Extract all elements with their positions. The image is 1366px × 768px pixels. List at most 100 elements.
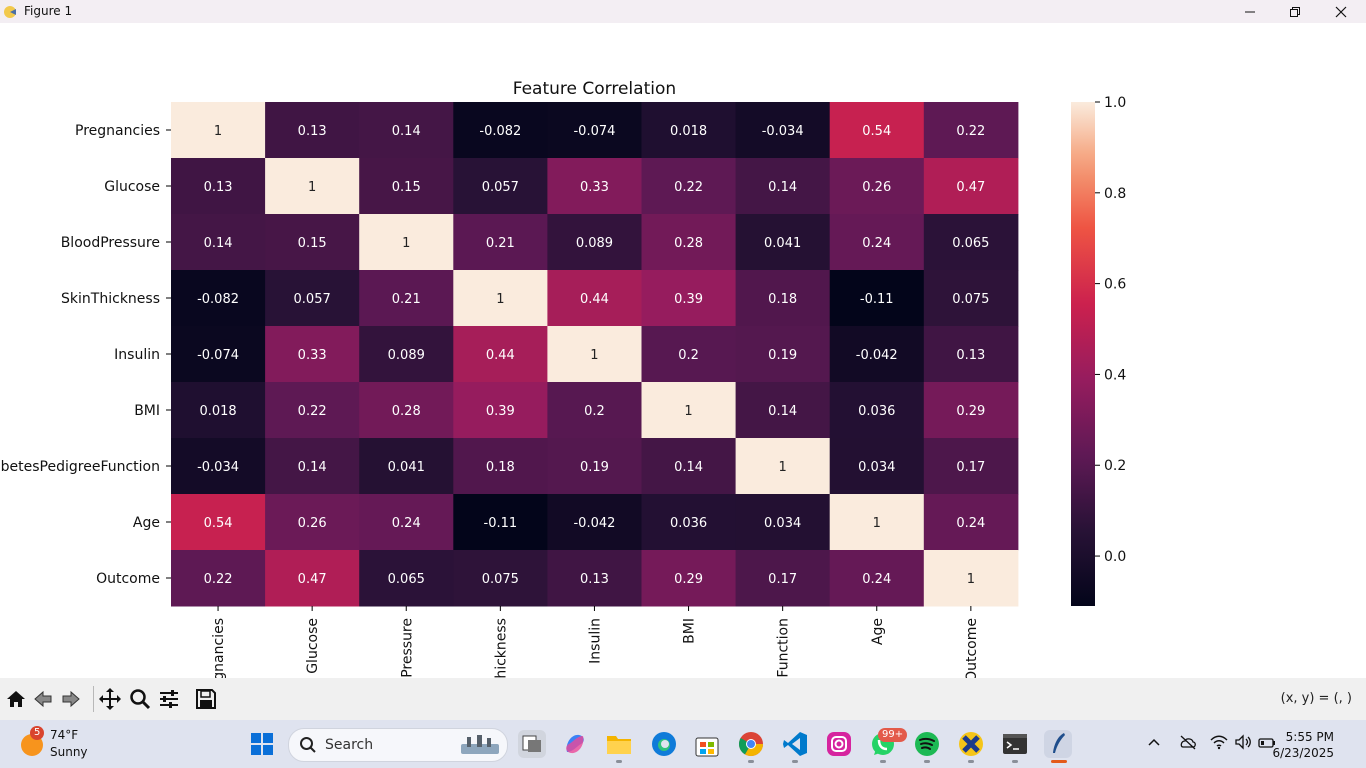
heatmap-cell: [547, 382, 642, 439]
heatmap-cell: [265, 270, 360, 327]
vscode-button[interactable]: [781, 730, 809, 758]
heatmap-cell: [641, 382, 737, 439]
heatmap-cell: [453, 326, 548, 383]
cell-value-label: -0.082: [479, 124, 521, 139]
clock-time: 5:55 PM: [1285, 730, 1334, 744]
copilot-icon: [566, 734, 584, 754]
configure-subplots-button[interactable]: [157, 687, 181, 711]
cell-value-label: -0.11: [484, 516, 518, 531]
heatmap-cell: [359, 214, 454, 271]
cell-value-label: 1: [402, 236, 410, 251]
heatmap-cell: [735, 214, 831, 271]
heatmap-cell: [171, 214, 266, 271]
edge-browser-icon: [652, 732, 676, 756]
heatmap-cell: [265, 382, 360, 439]
cell-value-label: 0.24: [956, 516, 985, 531]
heatmap-cell: [829, 158, 925, 215]
cell-value-label: -0.11: [860, 292, 894, 307]
x-tick-label: Glucose: [305, 618, 321, 674]
heatmap-cell: [171, 270, 266, 327]
xampp-button[interactable]: [957, 730, 985, 758]
restore-icon: [1290, 6, 1300, 17]
cell-value-label: 1: [214, 124, 222, 139]
battery-status[interactable]: [1258, 735, 1276, 754]
minimize-button[interactable]: [1227, 0, 1273, 23]
onedrive-status[interactable]: [1178, 734, 1198, 754]
heatmap-cell: [171, 382, 266, 439]
active-indicator: [1051, 760, 1067, 763]
wifi-icon: [1210, 735, 1228, 750]
heatmap-cell: [735, 270, 831, 327]
y-tick-label: Insulin: [114, 347, 160, 363]
running-indicator: [968, 760, 974, 763]
colorbar-tick-label: 0.8: [1104, 186, 1126, 202]
heatmap-cell: [547, 102, 642, 159]
cell-value-label: 0.54: [204, 516, 233, 531]
store-button[interactable]: [693, 730, 721, 758]
forward-button[interactable]: [59, 687, 83, 711]
cell-value-label: 0.089: [388, 348, 425, 363]
heatmap-cell: [359, 550, 454, 607]
cell-value-label: 0.13: [580, 572, 609, 587]
heatmap-cell: [359, 102, 454, 159]
cell-value-label: 1: [496, 292, 504, 307]
edge-button[interactable]: [650, 730, 678, 758]
heatmap-chart: Feature Correlation 1 0.13 0.14 -0.082 -0.074…: [0, 79, 1126, 678]
weather-temp: 74°F: [50, 728, 79, 742]
heatmap-cell: [923, 550, 1019, 607]
task-view-icon: [522, 735, 541, 752]
x-tick-label: BMI: [682, 618, 698, 644]
pan-button[interactable]: [98, 687, 122, 711]
zoom-button[interactable]: [128, 687, 152, 711]
colorbar-tick-label: 0.6: [1104, 277, 1126, 293]
show-hidden-icons-button[interactable]: [1146, 734, 1162, 754]
zoom-magnifier-icon: [130, 689, 151, 710]
chevron-up-icon: [1148, 738, 1160, 746]
close-button[interactable]: [1318, 0, 1364, 23]
save-figure-button[interactable]: [194, 687, 218, 711]
clock-date: 6/23/2025: [1272, 746, 1334, 760]
cell-value-label: 0.22: [298, 404, 327, 419]
cell-value-label: 0.26: [862, 180, 891, 195]
chrome-button[interactable]: [737, 730, 765, 758]
system-clock[interactable]: 5:55 PM 6/23/2025: [1272, 729, 1334, 761]
heatmap-cell: [641, 326, 737, 383]
chrome-browser-icon: [738, 732, 763, 757]
heatmap-cell: [641, 158, 737, 215]
heatmap-cell: [453, 550, 548, 607]
floppy-disk-icon: [196, 689, 216, 709]
search-placeholder: Search: [325, 737, 374, 753]
x-tick-label: Age: [870, 618, 886, 645]
spotify-button[interactable]: [913, 730, 941, 758]
maximize-button[interactable]: [1272, 0, 1318, 23]
colorbar-tick-label: 0.2: [1104, 458, 1126, 474]
file-explorer-button[interactable]: [605, 730, 633, 758]
cell-value-label: 0.54: [862, 124, 891, 139]
start-button[interactable]: [250, 732, 274, 756]
weather-widget[interactable]: 5 74°F Sunny: [18, 726, 118, 762]
cell-value-label: 0.22: [674, 180, 703, 195]
figure-canvas[interactable]: Feature Correlation 1 0.13 0.14 -0.082 -0.074…: [0, 23, 1366, 678]
heatmap-cell: [641, 550, 737, 607]
taskbar-search[interactable]: Search: [288, 728, 508, 762]
terminal-button[interactable]: [1001, 730, 1029, 758]
cell-value-label: -0.042: [573, 516, 615, 531]
home-button[interactable]: [4, 687, 28, 711]
y-tick-label: Glucose: [104, 179, 160, 195]
heatmap-cell: [829, 270, 925, 327]
back-button[interactable]: [31, 687, 55, 711]
python-figure-button[interactable]: [1044, 730, 1072, 758]
copilot-button[interactable]: [561, 730, 589, 758]
heatmap-cell: [923, 214, 1019, 271]
cell-value-label: 0.034: [764, 516, 801, 531]
instagram-button[interactable]: [825, 730, 853, 758]
cell-value-label: -0.034: [197, 460, 239, 475]
cell-value-label: 0.036: [858, 404, 895, 419]
cell-value-label: 0.089: [576, 236, 613, 251]
colorbar-tick-label: 0.0: [1104, 549, 1126, 565]
task-view-button[interactable]: [518, 730, 546, 758]
heatmap-cell: [641, 494, 737, 551]
wifi-status[interactable]: [1210, 734, 1228, 754]
cell-value-label: 0.28: [674, 236, 703, 251]
volume-control[interactable]: [1234, 734, 1252, 754]
